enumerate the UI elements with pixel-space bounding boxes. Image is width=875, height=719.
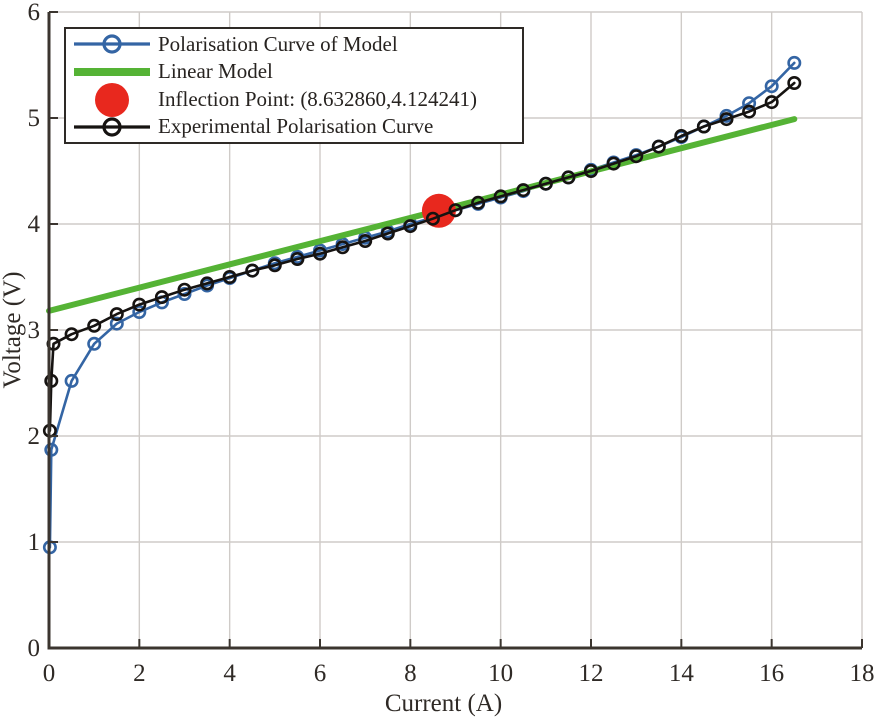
series-experimental-polarisation-curve-marker (64, 327, 79, 342)
series-experimental-polarisation-curve-marker (358, 234, 373, 249)
x-axis-label: Current (A) (385, 690, 502, 717)
series-experimental-polarisation-curve-marker (493, 189, 508, 204)
series-experimental-polarisation-curve-marker (583, 164, 598, 179)
y-tick-label: 5 (28, 105, 41, 132)
series-experimental-polarisation-curve-marker (425, 211, 440, 226)
series-experimental-polarisation-curve-marker (696, 119, 711, 134)
x-tick-label: 12 (579, 660, 604, 687)
series-experimental-polarisation-curve-marker (335, 240, 350, 255)
series-experimental-polarisation-curve-marker (448, 203, 463, 218)
series-experimental-polarisation-curve-marker (267, 258, 282, 273)
series-polarisation-curve-of-model-marker (177, 286, 192, 301)
series-experimental-polarisation-curve-marker (629, 149, 644, 164)
series-polarisation-curve-of-model-marker (44, 442, 59, 457)
experimental-curve-line-icon (66, 113, 158, 141)
series-polarisation-curve-of-model-marker (742, 96, 757, 111)
series-experimental-polarisation-curve-line (48, 81, 796, 432)
series-polarisation-curve-of-model-marker (87, 336, 102, 351)
legend-item-experimental-curve: Experimental Polarisation Curve (66, 113, 522, 140)
x-tick-label: 16 (759, 660, 784, 687)
y-tick-label: 3 (28, 317, 41, 344)
series-experimental-polarisation-curve-marker (516, 183, 531, 198)
legend-label-model-curve: Polarisation Curve of Model (158, 31, 398, 56)
series-polarisation-curve-of-model-marker (764, 79, 779, 94)
series-experimental-polarisation-curve-marker (742, 104, 757, 119)
y-tick-label: 2 (28, 423, 41, 450)
inflection-point-dot-icon (66, 83, 158, 118)
series-experimental-polarisation-curve-marker (109, 307, 124, 322)
series-experimental-polarisation-curve-marker (312, 246, 327, 261)
linear-model-line-icon (66, 58, 158, 86)
x-tick-label: 2 (133, 660, 146, 687)
legend-item-inflection-point: Inflection Point: (8.632860,4.124241) (66, 83, 522, 118)
legend-item-model-curve: Polarisation Curve of Model (66, 31, 522, 58)
series-linear-model-line (46, 116, 798, 314)
x-tick-label: 8 (404, 660, 417, 687)
series-experimental-polarisation-curve-marker (561, 170, 576, 185)
series-polarisation-curve-of-model-marker (132, 304, 147, 319)
y-tick-label: 0 (28, 635, 41, 662)
series-experimental-polarisation-curve-marker (154, 290, 169, 305)
x-tick-label: 14 (669, 660, 695, 687)
y-tick-label: 6 (28, 0, 41, 26)
series-polarisation-curve-of-model-marker (109, 316, 124, 331)
series-experimental-polarisation-curve-marker (674, 129, 689, 144)
x-tick-label: 18 (850, 660, 875, 687)
series-experimental-polarisation-curve-marker (290, 252, 305, 267)
series-experimental-polarisation-curve-marker (651, 139, 666, 154)
series-experimental-polarisation-curve-marker (538, 176, 553, 191)
x-tick-label: 0 (43, 660, 56, 687)
series-experimental-polarisation-curve-marker (44, 373, 59, 388)
series-experimental-polarisation-curve-marker (245, 263, 260, 278)
series-experimental-polarisation-curve-marker (471, 195, 486, 210)
x-tick-label: 6 (314, 660, 327, 687)
series-experimental-polarisation-curve-marker (606, 156, 621, 171)
legend-item-linear-model: Linear Model (66, 58, 522, 85)
model-curve-line-icon (66, 30, 158, 58)
legend: Polarisation Curve of Model Linear Model… (64, 27, 524, 144)
y-tick-label: 4 (28, 211, 41, 238)
series-experimental-polarisation-curve-marker (87, 318, 102, 333)
legend-label-linear-model: Linear Model (158, 59, 273, 84)
x-tick-label: 10 (488, 660, 513, 687)
y-tick-label: 1 (28, 529, 41, 556)
series-polarisation-curve-of-model-marker (64, 373, 79, 388)
series-experimental-polarisation-curve-marker (132, 297, 147, 312)
series-experimental-polarisation-curve-marker (403, 219, 418, 234)
series-experimental-polarisation-curve-marker (177, 282, 192, 297)
series-experimental-polarisation-curve-marker (380, 226, 395, 241)
series-experimental-polarisation-curve-marker (764, 95, 779, 110)
legend-label-inflection-point: Inflection Point: (8.632860,4.124241) (158, 86, 478, 111)
series-experimental-polarisation-curve-marker (719, 112, 734, 127)
series-experimental-polarisation-curve-marker (787, 76, 802, 91)
series-experimental-polarisation-curve-marker (222, 269, 237, 284)
series-experimental-polarisation-curve-marker (200, 276, 215, 291)
legend-label-experimental-curve: Experimental Polarisation Curve (158, 114, 434, 139)
x-tick-label: 4 (223, 660, 236, 687)
y-axis-label: Voltage (V) (0, 272, 26, 389)
series-polarisation-curve-of-model-marker (787, 55, 802, 70)
